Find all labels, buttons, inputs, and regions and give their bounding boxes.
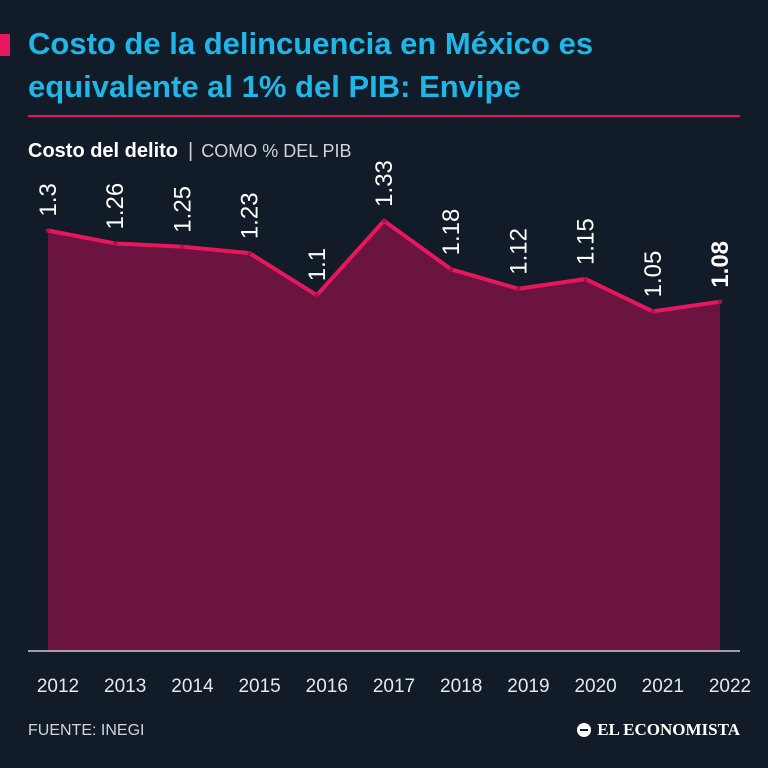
data-label: 1.15 — [573, 218, 600, 265]
data-point — [113, 241, 118, 246]
data-point — [381, 218, 387, 224]
data-label: 1.08 — [707, 241, 734, 288]
area-fill — [48, 220, 720, 652]
data-point — [314, 293, 319, 298]
data-point — [717, 299, 723, 304]
brand-logo: EL ECONOMISTA — [577, 720, 740, 740]
title-accent-bar — [0, 34, 10, 56]
x-tick-label: 2021 — [642, 676, 684, 697]
data-point — [583, 276, 588, 282]
subtitle-unit: COMO % DEL PIB — [201, 141, 352, 161]
brand-icon — [577, 723, 592, 737]
x-tick-label: 2016 — [306, 676, 348, 697]
data-label: 1.3 — [35, 183, 62, 216]
chart-title: Costo de la delincuencia en México es eq… — [28, 26, 594, 104]
x-tick-label: 2020 — [574, 676, 616, 697]
x-tick-label: 2012 — [37, 676, 79, 697]
data-point — [247, 250, 252, 256]
data-point — [45, 228, 51, 233]
data-label: 1.25 — [169, 186, 196, 233]
x-tick-label: 2017 — [373, 676, 415, 697]
data-point — [180, 244, 185, 249]
title-divider — [28, 115, 740, 117]
data-label: 1.18 — [438, 209, 465, 256]
brand-name: EL ECONOMISTA — [597, 720, 740, 739]
data-label: 1.1 — [304, 248, 331, 281]
data-point — [516, 286, 521, 291]
x-tick-label: 2018 — [440, 676, 482, 697]
data-label: 1.05 — [640, 251, 667, 298]
data-point — [449, 267, 454, 272]
x-tick-label: 2014 — [171, 676, 214, 697]
data-label: 1.26 — [102, 183, 129, 230]
source-note: FUENTE: INEGI — [28, 722, 145, 739]
data-point — [650, 309, 655, 314]
subtitle-separator: | — [188, 140, 194, 162]
data-label: 1.23 — [237, 192, 264, 239]
x-tick-label: 2022 — [709, 676, 751, 697]
chart-subtitle: Costo del delito | COMO % DEL PIB — [28, 140, 352, 163]
x-tick-label: 2019 — [507, 676, 549, 697]
x-tick-label: 2013 — [104, 676, 146, 697]
subtitle-main: Costo del delito — [28, 140, 178, 162]
data-label: 1.33 — [371, 160, 398, 207]
x-tick-label: 2015 — [238, 676, 280, 697]
data-label: 1.12 — [505, 228, 532, 275]
